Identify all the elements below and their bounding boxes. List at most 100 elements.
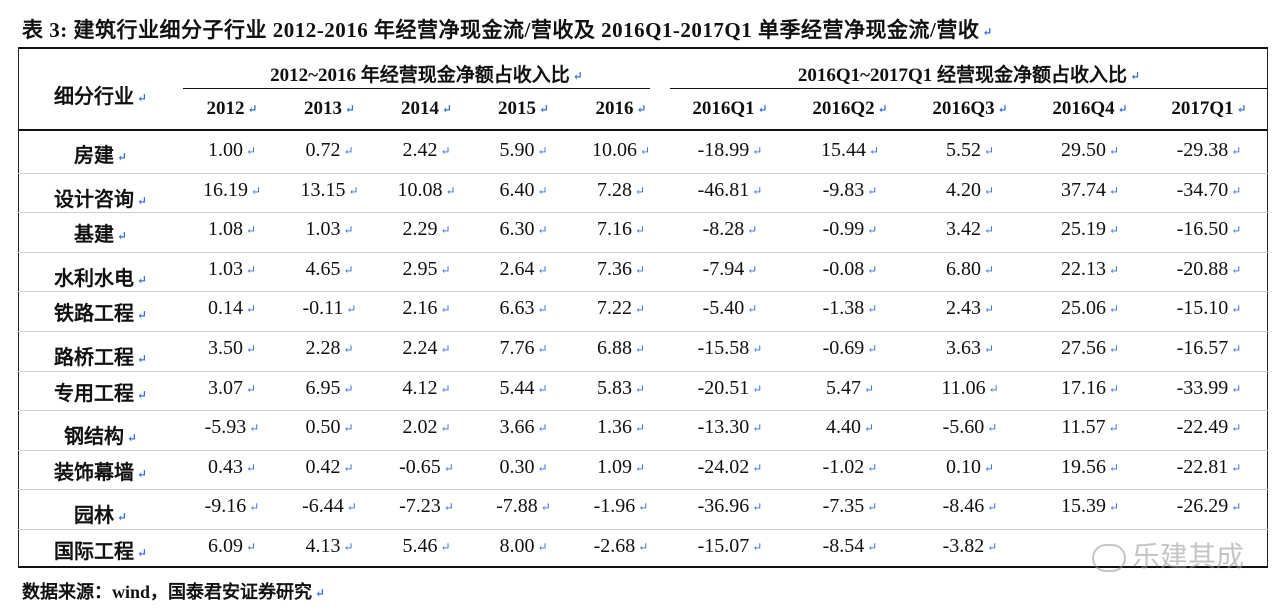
cell-value: 0.42 (305, 456, 341, 478)
table-cell: -1.96 ↵ (572, 495, 670, 518)
cell-value: -7.35 (822, 495, 865, 517)
table-title: 表 3: 建筑行业细分子行业 2012-2016 年经营净现金流/营收及 201… (22, 14, 993, 44)
table-cell: 17.16 ↵ (1030, 377, 1150, 400)
cell-value: 6.40 (499, 179, 535, 201)
paragraph-mark-icon: ↵ (863, 421, 875, 435)
paragraph-mark-icon: ↵ (1236, 102, 1247, 116)
industry-header-text: 细分行业 (53, 86, 134, 108)
cell-value: 2.24 (402, 337, 438, 359)
cell-value: -16.57 (1176, 337, 1229, 359)
paragraph-mark-icon: ↵ (443, 500, 454, 514)
paragraph-mark-icon: ↵ (1231, 382, 1242, 396)
cell-value: 1.09 (596, 456, 632, 478)
table-cell: 2.95 ↵ (378, 258, 475, 281)
table-cell: 7.22 ↵ (572, 297, 670, 320)
table-cell: 22.13 ↵ (1030, 258, 1150, 281)
cell-value: -22.49 (1176, 416, 1229, 438)
paragraph-mark-icon: ↵ (136, 194, 148, 208)
cell-value: 1.03 (207, 258, 243, 280)
table-cell: -7.94 ↵ (670, 258, 790, 281)
cell-value: 5.47 (825, 377, 861, 399)
cell-value: 10.08 (397, 179, 443, 201)
table-cell: 1.03 ↵ (183, 258, 281, 281)
industry-name-text: 国际工程 (53, 541, 134, 563)
paragraph-mark-icon: ↵ (747, 223, 758, 237)
paragraph-mark-icon: ↵ (752, 500, 763, 514)
table-cell: 3.42 ↵ (910, 218, 1030, 241)
table-cell: 10.06 ↵ (572, 139, 670, 162)
cell-value: 29.50 (1060, 139, 1106, 161)
cell-value: 4.12 (402, 377, 438, 399)
column-header-text: 2017Q1 (1171, 98, 1234, 119)
industry-name-text: 铁路工程 (53, 303, 134, 325)
table-cell: -29.38 ↵ (1150, 139, 1268, 162)
cell-value: 17.16 (1060, 377, 1106, 399)
table-cell: -3.82 ↵ (910, 535, 1030, 558)
industry-name-text: 设计咨询 (53, 189, 134, 211)
paragraph-mark-icon: ↵ (639, 144, 651, 158)
cell-value: 2.02 (402, 416, 438, 438)
cell-value: -8.28 (702, 218, 745, 240)
table-cell: -2.68 ↵ (572, 535, 670, 558)
paragraph-mark-icon: ↵ (1231, 342, 1242, 356)
table-cell: 6.88 ↵ (572, 337, 670, 360)
paragraph-mark-icon: ↵ (343, 144, 354, 158)
paragraph-mark-icon: ↵ (136, 91, 148, 105)
cell-value: 7.76 (499, 337, 535, 359)
column-header-text: 2016Q2 (812, 98, 875, 119)
table-cell: -13.30 ↵ (670, 416, 790, 439)
cell-value: 0.30 (499, 456, 535, 478)
paragraph-mark-icon: ↵ (867, 540, 878, 554)
table-cell: -8.54 ↵ (790, 535, 910, 558)
cell-value: -1.96 (593, 495, 636, 517)
paragraph-mark-icon: ↵ (440, 421, 451, 435)
cell-value: -20.51 (697, 377, 750, 399)
row-industry-name: 装饰幕墙 ↵ (18, 456, 183, 485)
cell-value: 11.57 (1061, 416, 1106, 438)
paragraph-mark-icon: ↵ (249, 421, 260, 435)
cell-value: -9.83 (822, 179, 865, 201)
table-cell: 6.09 ↵ (183, 535, 281, 558)
paragraph-mark-icon: ↵ (747, 302, 758, 316)
cell-value: 0.43 (207, 456, 243, 478)
table-cell: 0.42 ↵ (281, 456, 378, 479)
industry-name-text: 专用工程 (53, 383, 134, 405)
table-cell: -22.81 ↵ (1150, 456, 1268, 479)
table-cell: 0.43 ↵ (183, 456, 281, 479)
paragraph-mark-icon: ↵ (136, 467, 148, 481)
table-cell: 1.03 ↵ (281, 218, 378, 241)
cell-value: 7.22 (596, 297, 632, 319)
row-industry-name: 铁路工程 ↵ (18, 297, 183, 326)
table-cell: 5.44 ↵ (475, 377, 572, 400)
paragraph-mark-icon: ↵ (1130, 69, 1141, 83)
header-divider-gap (650, 87, 670, 91)
paragraph-mark-icon: ↵ (982, 25, 993, 39)
paragraph-mark-icon: ↵ (752, 421, 763, 435)
paragraph-mark-icon: ↵ (537, 540, 548, 554)
watermark-text: 乐建其成 (1131, 540, 1244, 573)
paragraph-mark-icon: ↵ (343, 421, 354, 435)
paragraph-mark-icon: ↵ (343, 263, 354, 277)
paragraph-mark-icon: ↵ (867, 263, 878, 277)
cell-value: -7.94 (702, 258, 745, 280)
column-header: 2015 ↵ (475, 98, 572, 120)
paragraph-mark-icon: ↵ (537, 342, 548, 356)
industry-name-text: 装饰幕墙 (53, 462, 134, 484)
paragraph-mark-icon: ↵ (136, 273, 148, 287)
cell-value: -8.54 (822, 535, 865, 557)
cell-value: 1.03 (305, 218, 341, 240)
paragraph-mark-icon: ↵ (247, 102, 258, 116)
table-cell: 3.07 ↵ (183, 377, 281, 400)
paragraph-mark-icon: ↵ (440, 302, 451, 316)
table-cell: -8.46 ↵ (910, 495, 1030, 518)
paragraph-mark-icon: ↵ (1108, 144, 1120, 158)
paragraph-mark-icon: ↵ (346, 500, 357, 514)
paragraph-mark-icon: ↵ (443, 461, 454, 475)
paragraph-mark-icon: ↵ (1108, 421, 1119, 435)
paragraph-mark-icon: ↵ (1231, 461, 1242, 475)
table-cell: 6.40 ↵ (475, 179, 572, 202)
paragraph-mark-icon: ↵ (634, 302, 646, 316)
cell-value: 27.56 (1060, 337, 1106, 359)
table-cell: 3.66 ↵ (475, 416, 572, 439)
paragraph-mark-icon: ↵ (116, 150, 128, 164)
